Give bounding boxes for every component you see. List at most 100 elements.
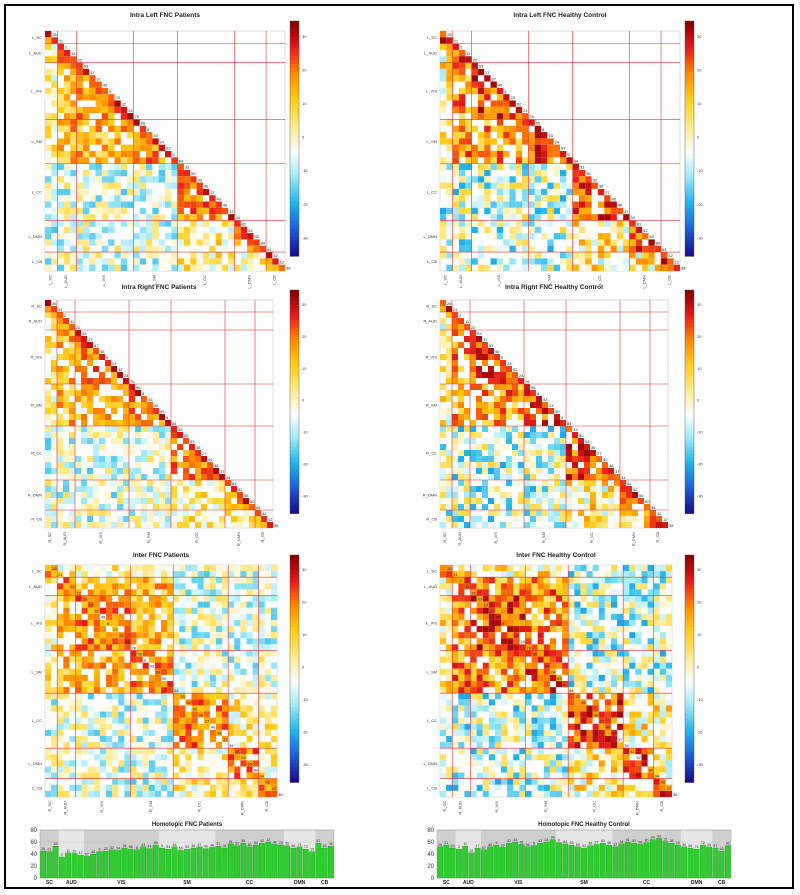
- colorbar-segment: [290, 752, 299, 757]
- matrix-cell: [75, 668, 82, 675]
- matrix-cell: [648, 258, 655, 265]
- matrix-cell: [452, 56, 459, 63]
- colorbar-segment: [290, 634, 299, 639]
- matrix-cell: [237, 504, 243, 510]
- matrix-cell: [63, 595, 70, 602]
- matrix-cell: [464, 644, 471, 651]
- matrix-cell: [592, 681, 599, 688]
- matrix-cell: [496, 176, 504, 183]
- matrix-cell: [488, 644, 495, 651]
- matrix-cell: [458, 650, 465, 657]
- matrix-cell: [635, 693, 642, 700]
- matrix-cell: [146, 245, 153, 253]
- matrix-cell: [139, 132, 147, 139]
- matrix-cell: [177, 239, 184, 246]
- matrix-cell: [213, 498, 219, 504]
- matrix-cell: [566, 504, 572, 510]
- diagonal-label: 32: [513, 367, 518, 372]
- matrix-cell: [63, 163, 71, 170]
- matrix-cell: [464, 632, 471, 639]
- matrix-cell: [623, 619, 630, 627]
- matrix-cell: [482, 632, 489, 639]
- matrix-cell: [146, 188, 153, 196]
- matrix-cell: [258, 766, 265, 773]
- matrix-cell: [120, 188, 128, 196]
- matrix-cell: [173, 668, 180, 675]
- colorbar-segment: [290, 107, 299, 112]
- diagonal-label: 27: [605, 190, 610, 195]
- matrix-cell: [246, 626, 253, 633]
- matrix-cell: [616, 226, 624, 234]
- matrix-cell: [578, 188, 586, 196]
- matrix-cell: [63, 607, 70, 614]
- matrix-cell: [203, 656, 210, 663]
- matrix-cell: [81, 462, 87, 468]
- matrix-cell: [470, 348, 476, 354]
- matrix-cell: [203, 766, 210, 773]
- matrix-cell: [452, 656, 459, 663]
- matrix-cell: [596, 498, 602, 504]
- matrix-cell: [586, 626, 593, 633]
- diagonal-label: 34: [229, 743, 234, 748]
- matrix-cell: [106, 668, 113, 675]
- matrix-cell: [81, 577, 88, 584]
- colorbar-segment: [290, 232, 299, 237]
- matrix-cell: [117, 480, 123, 486]
- matrix-cell: [560, 214, 567, 221]
- matrix-cell: [476, 444, 482, 450]
- matrix-cell: [647, 607, 654, 614]
- matrix-cell: [234, 619, 241, 627]
- matrix-cell: [219, 516, 225, 522]
- matrix-cell: [45, 56, 52, 63]
- matrix-cell: [161, 699, 168, 706]
- matrix-cell: [484, 233, 491, 240]
- matrix-cell: [484, 252, 491, 259]
- diagonal-cell: [458, 318, 464, 324]
- colorbar-segment: [290, 638, 299, 643]
- matrix-cell: [653, 662, 660, 669]
- colorbar-tick: -30: [302, 235, 309, 240]
- matrix-cell: [270, 650, 277, 657]
- matrix-cell: [496, 151, 504, 158]
- matrix-cell: [528, 182, 535, 189]
- matrix-cell: [446, 408, 452, 414]
- matrix-cell: [659, 619, 666, 627]
- matrix-cell: [81, 705, 88, 712]
- matrix-cell: [482, 444, 488, 450]
- matrix-cell: [446, 444, 452, 450]
- diagonal-label: 67: [489, 343, 494, 348]
- matrix-cell: [152, 201, 159, 208]
- colorbar-tick: 30: [697, 302, 702, 307]
- matrix-cell: [585, 188, 592, 196]
- matrix-cell: [536, 408, 542, 414]
- matrix-cell: [190, 214, 197, 221]
- diagonal-label: 55: [649, 234, 654, 239]
- matrix-cell: [591, 214, 598, 221]
- colorbar-segment: [685, 162, 694, 167]
- matrix-cell: [585, 195, 592, 202]
- matrix-cell: [130, 699, 137, 706]
- matrix-cell: [537, 723, 544, 730]
- matrix-cell: [446, 723, 453, 730]
- matrix-cell: [215, 711, 223, 718]
- matrix-cell: [112, 583, 119, 590]
- matrix-cell: [598, 626, 605, 633]
- matrix-cell: [509, 195, 516, 202]
- matrix-cell: [566, 480, 572, 486]
- matrix-cell: [123, 426, 129, 432]
- colorbar-segment: [685, 28, 694, 34]
- matrix-cell: [51, 378, 57, 384]
- matrix-cell: [87, 601, 94, 608]
- matrix-cell: [69, 784, 76, 791]
- matrix-cell: [69, 760, 76, 767]
- matrix-cell: [604, 681, 611, 688]
- matrix-cell: [536, 402, 542, 408]
- colorbar-segment: [290, 409, 299, 414]
- matrix-cell: [171, 504, 177, 510]
- matrix-cell: [519, 668, 526, 675]
- matrix-cell: [264, 760, 271, 767]
- matrix-cell: [133, 138, 140, 145]
- matrix-cell: [476, 402, 482, 408]
- matrix-cell: [95, 264, 102, 271]
- matrix-cell: [602, 492, 608, 498]
